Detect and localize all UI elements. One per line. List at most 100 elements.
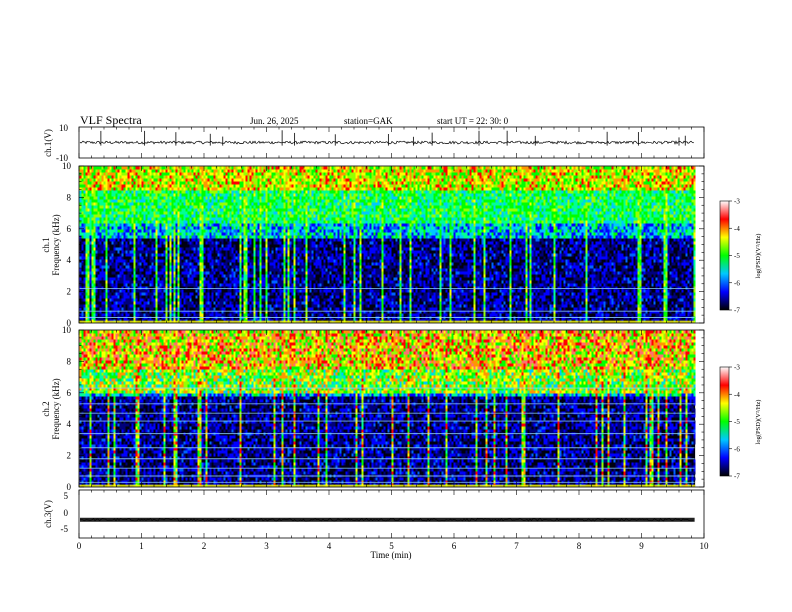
spectrogram-cell (277, 232, 280, 236)
spectrogram-cell (253, 217, 256, 221)
spectrogram-cell (271, 259, 274, 263)
spectrogram-cell (231, 199, 234, 203)
spectrogram-cell (165, 265, 168, 269)
spectrogram-cell (219, 205, 222, 209)
spectrogram-cell (115, 196, 118, 200)
spectrogram-cell (271, 274, 274, 278)
spectrogram-cell (107, 184, 110, 188)
spectrogram-cell (255, 166, 258, 170)
spectrogram-cell (281, 202, 284, 206)
spectrogram-cell (167, 283, 170, 287)
spectrogram-cell (191, 217, 194, 221)
spectrogram-cell (177, 262, 180, 266)
spectrogram-cell (81, 286, 84, 290)
spectrogram-cell (233, 226, 236, 230)
spectrogram-cell (251, 313, 254, 317)
spectrogram-cell (207, 208, 210, 212)
spectrogram-cell (219, 307, 222, 311)
spectrogram-cell (139, 283, 142, 287)
spectrogram-cell (189, 223, 192, 227)
spectrogram-cell (169, 202, 172, 206)
spectrogram-cell (163, 250, 166, 254)
spectrogram-cell (137, 226, 140, 230)
spectrogram-cell (141, 226, 144, 230)
spectrogram-cell (125, 169, 128, 173)
spectrogram-cell (217, 250, 220, 254)
spectrogram-cell (227, 172, 230, 176)
spectrogram-cell (81, 229, 84, 233)
spectrogram-cell (183, 310, 186, 314)
spectrogram-cell (189, 298, 192, 302)
spectrogram-cell (113, 256, 116, 260)
spectrogram-cell (191, 208, 194, 212)
spectrogram-cell (263, 202, 266, 206)
spectrogram-cell (273, 196, 276, 200)
spectrogram-cell (273, 205, 276, 209)
spectrogram-cell (289, 193, 292, 197)
spectrogram-cell (185, 247, 188, 251)
spectrogram-cell (111, 271, 114, 275)
spectrogram-cell (137, 235, 140, 239)
spectrogram-cell (253, 181, 256, 185)
spectrogram-cell (159, 229, 162, 233)
spectrogram-cell (131, 259, 134, 263)
spectrogram-cell (203, 256, 206, 260)
spectrogram-cell (105, 244, 108, 248)
spectrogram-cell (229, 268, 232, 272)
spectrogram-cell (155, 187, 158, 191)
spectrogram-cell (259, 271, 262, 275)
spectrogram-cell (289, 295, 292, 299)
spectrogram-cell (291, 169, 294, 173)
spectrogram-cell (163, 295, 166, 299)
spectrogram-cell (279, 184, 282, 188)
spectrogram-cell (119, 205, 122, 209)
spectrogram-cell (211, 247, 214, 251)
spectrogram-cell (137, 184, 140, 188)
spectrogram-cell (223, 226, 226, 230)
spectrogram-cell (179, 214, 182, 218)
spectrogram-cell (253, 232, 256, 236)
spectrogram-cell (253, 190, 256, 194)
spectrogram-cell (243, 262, 246, 266)
spectrogram-cell (203, 277, 206, 281)
spectrogram-cell (191, 235, 194, 239)
spectrogram-cell (81, 190, 84, 194)
spectrogram-cell (135, 178, 138, 182)
spectrogram-cell (241, 274, 244, 278)
spectrogram-cell (257, 289, 260, 293)
spectrogram-cell (283, 268, 286, 272)
spectrogram-cell (137, 286, 140, 290)
spectrogram-cell (149, 223, 152, 227)
spectrogram-cell (253, 301, 256, 305)
spectrogram-cell (163, 178, 166, 182)
spectrogram-cell (153, 211, 156, 215)
spectrogram-cell (121, 247, 124, 251)
spectrogram-cell (229, 193, 232, 197)
spectrogram-cell (205, 307, 208, 311)
spectrogram-cell (103, 241, 106, 245)
spectrogram-cell (165, 259, 168, 263)
spectrogram-cell (171, 190, 174, 194)
spectrogram-cell (111, 289, 114, 293)
spectrogram-cell (169, 268, 172, 272)
spectrogram-cell (217, 229, 220, 233)
spectrogram-cell (147, 289, 150, 293)
spectrogram-cell (247, 229, 250, 233)
spectrogram-cell (293, 190, 296, 194)
spectrogram-cell (247, 298, 250, 302)
spectrogram-cell (169, 253, 172, 257)
spectrogram-cell (241, 187, 244, 191)
spectrogram-cell (179, 241, 182, 245)
spectrogram-cell (227, 313, 230, 317)
spectrogram-cell (127, 199, 130, 203)
spectrogram-cell (81, 235, 84, 239)
spectrogram-cell (183, 271, 186, 275)
spectrogram-cell (155, 211, 158, 215)
spectrogram-cell (181, 211, 184, 215)
spectrogram-cell (193, 190, 196, 194)
spectrogram-cell (249, 232, 252, 236)
spectrogram-cell (139, 304, 142, 308)
spectrogram-cell (271, 265, 274, 269)
spectrogram-cell (129, 187, 132, 191)
spectrogram-cell (257, 214, 260, 218)
